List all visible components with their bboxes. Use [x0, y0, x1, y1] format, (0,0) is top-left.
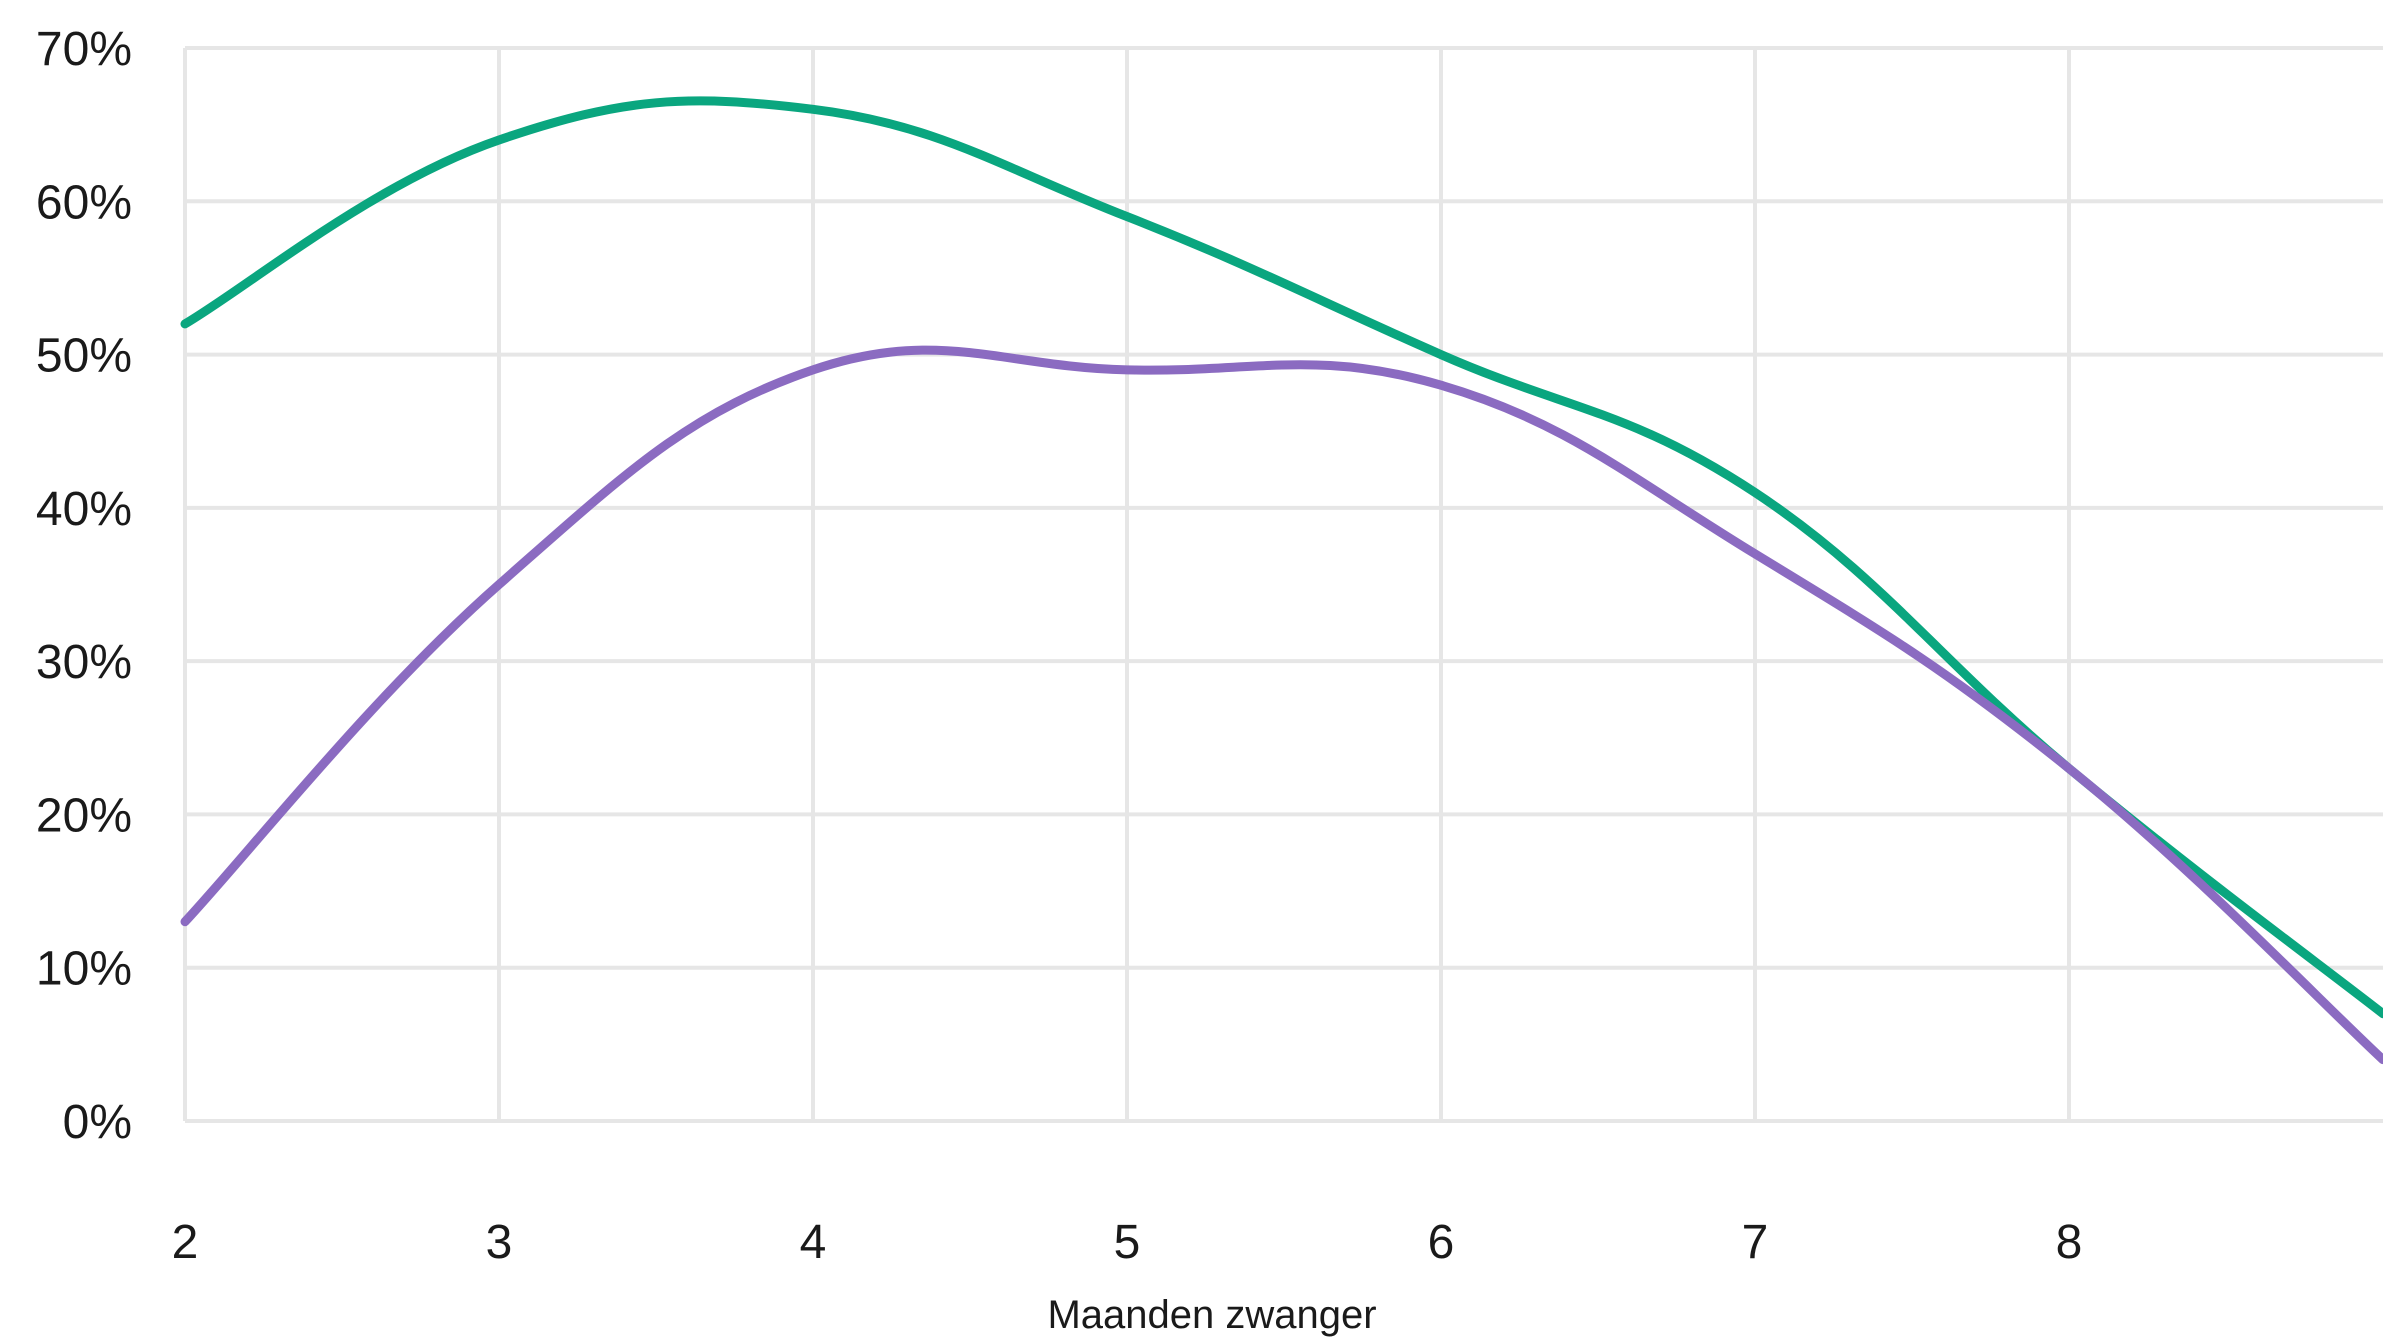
x-tick-label: 2	[172, 1216, 199, 1269]
x-tick-label: 5	[1114, 1216, 1141, 1269]
y-tick-label: 70%	[36, 23, 132, 76]
y-tick-label: 0%	[63, 1096, 132, 1149]
gridlines	[183, 46, 2383, 1123]
x-tick-label: 4	[800, 1216, 827, 1269]
y-tick-label: 50%	[36, 330, 132, 383]
series-line-1	[180, 96, 2383, 1019]
x-axis-ticks: 2 3 4 5 6 7 8	[172, 1216, 2083, 1269]
x-tick-label: 7	[1742, 1216, 1769, 1269]
x-tick-label: 6	[1428, 1216, 1455, 1269]
y-tick-label: 30%	[36, 636, 132, 689]
series-line-2	[180, 345, 2383, 1065]
y-tick-label: 40%	[36, 483, 132, 536]
x-tick-label: 8	[2056, 1216, 2083, 1269]
y-axis-ticks: 0% 10% 20% 30% 40% 50% 60% 70%	[36, 23, 132, 1149]
y-tick-label: 20%	[36, 789, 132, 842]
x-tick-label: 3	[486, 1216, 513, 1269]
y-tick-label: 10%	[36, 943, 132, 996]
y-tick-label: 60%	[36, 176, 132, 229]
x-axis-title: Maanden zwanger	[1047, 1293, 1376, 1337]
series-lines	[180, 96, 2383, 1065]
